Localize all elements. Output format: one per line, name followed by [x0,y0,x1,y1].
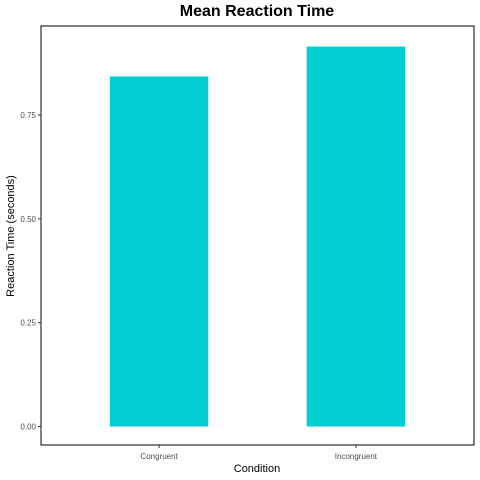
plot-panel-border [40,25,475,446]
x-tick-label: Incongruent [335,452,378,461]
y-tick-label: 0.50 [20,215,36,224]
y-tick-label: 0.25 [20,319,36,328]
x-axis: Congruent Incongruent [140,445,378,461]
bars-layer [109,46,406,427]
bar-incongruent [306,46,406,427]
chart-title: Mean Reaction Time [180,3,335,20]
y-axis: 0.00 0.25 0.50 0.75 [20,111,41,432]
bar-congruent [109,76,209,427]
y-tick-label: 0.75 [20,111,36,120]
y-axis-title: Reaction Time (seconds) [5,175,17,297]
x-axis-title: Condition [234,463,280,475]
y-tick-label: 0.00 [20,423,36,432]
x-tick-label: Congruent [140,452,178,461]
